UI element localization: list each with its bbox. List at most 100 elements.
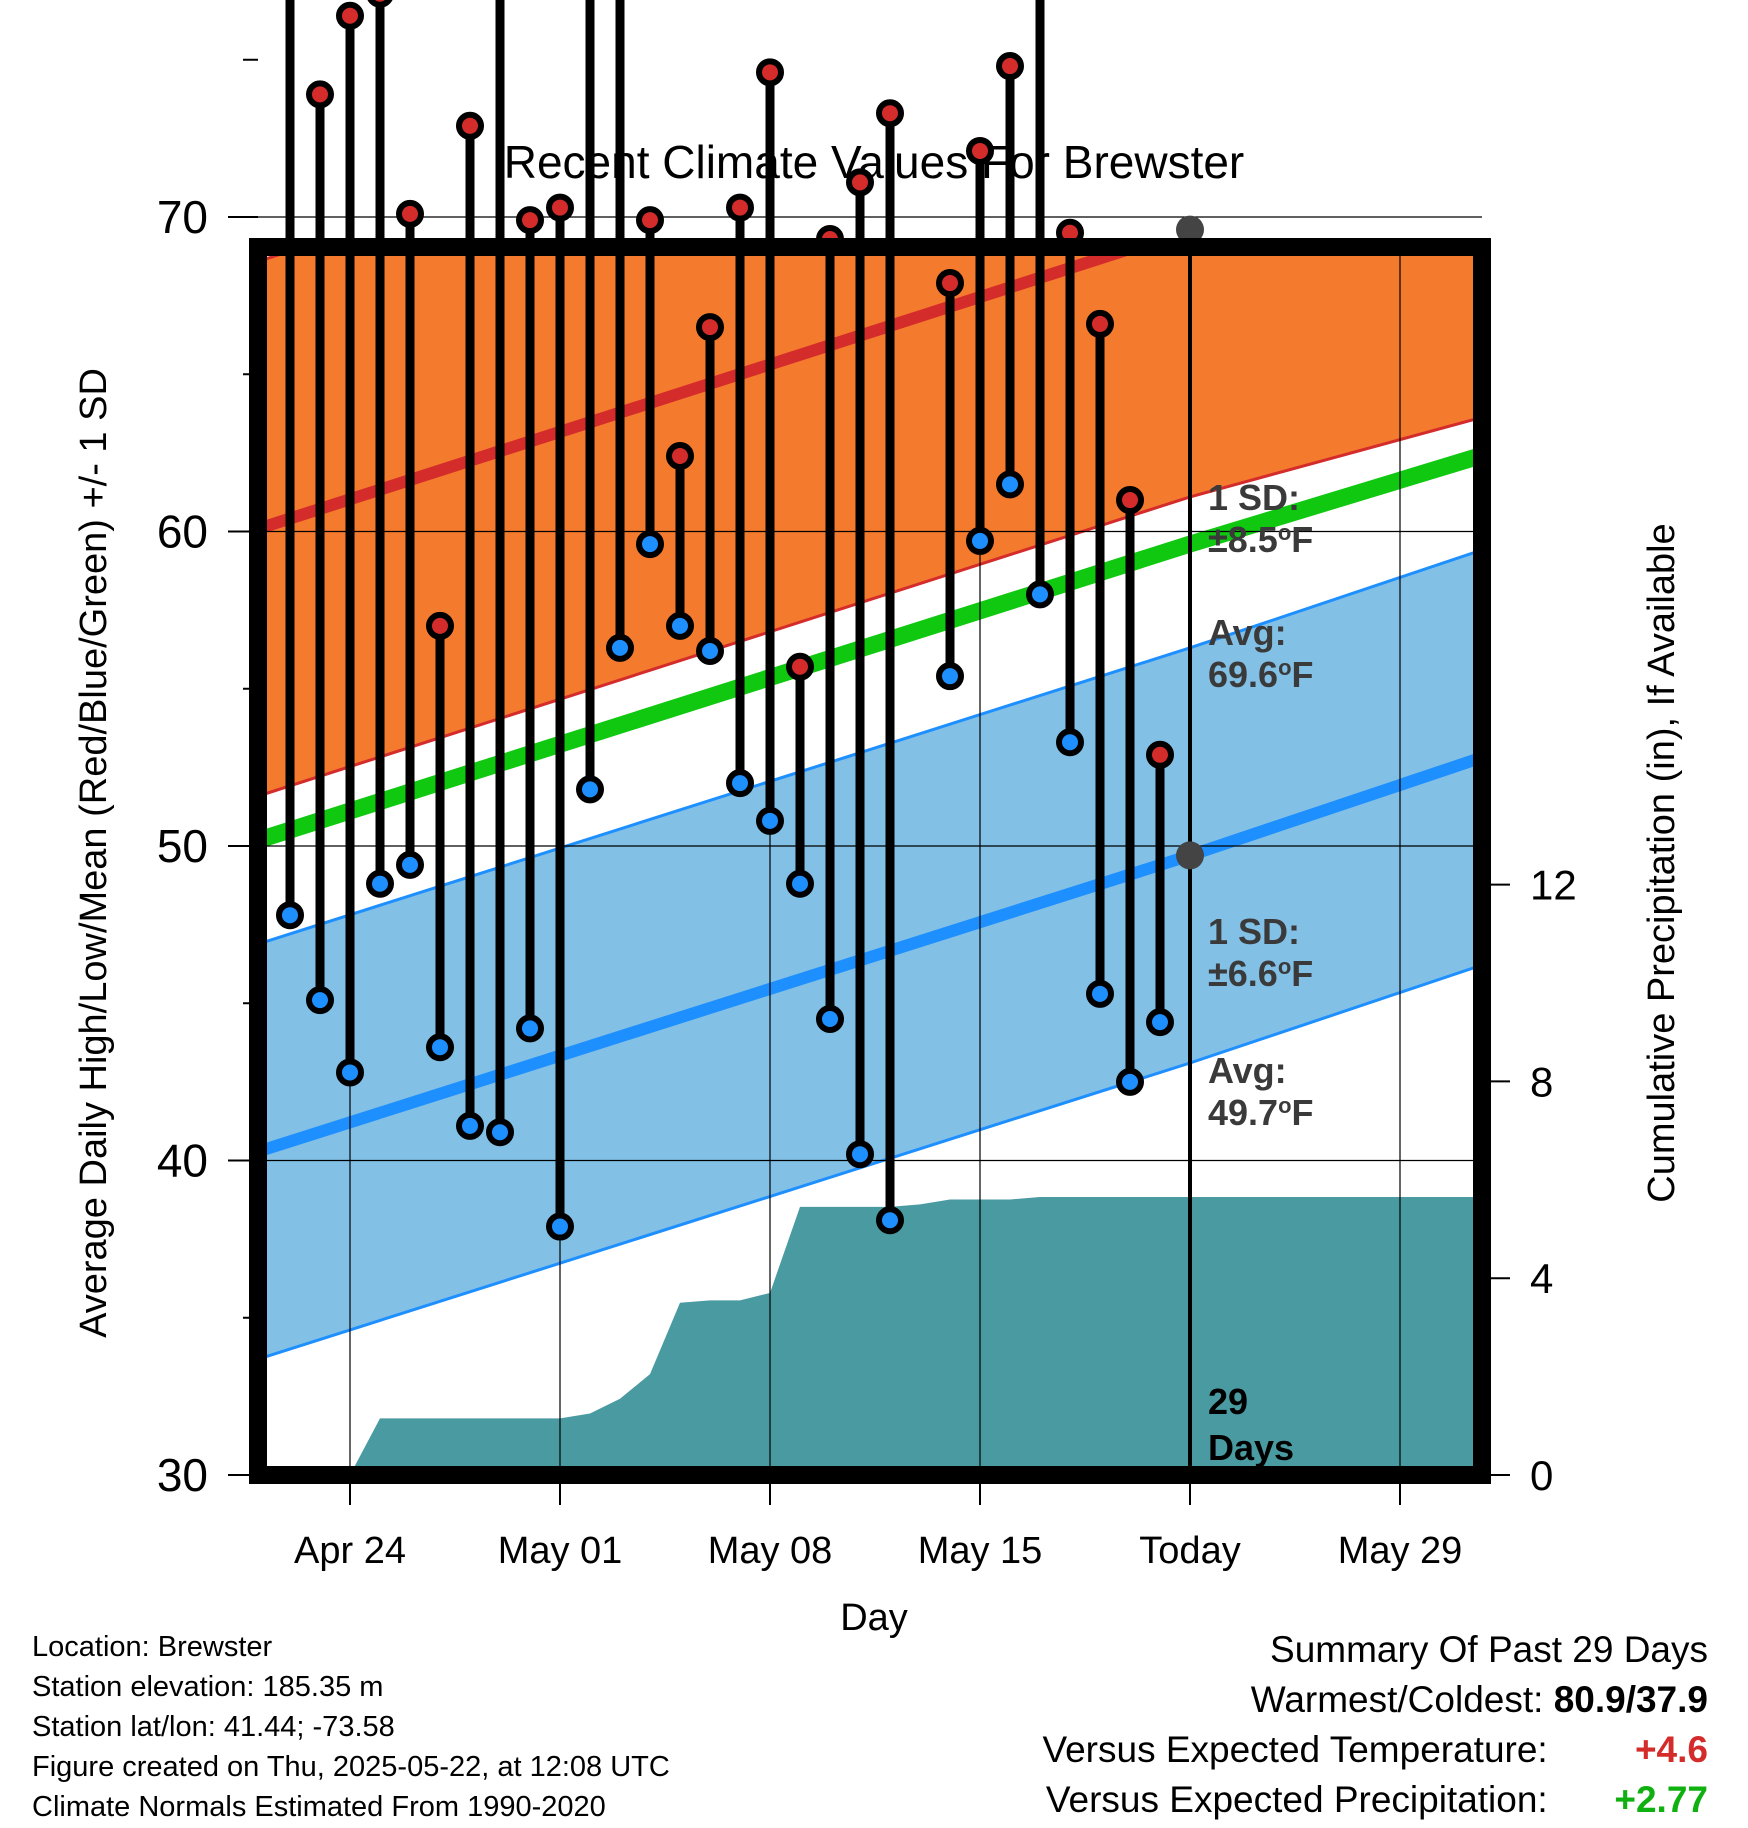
precip-departure-label: Versus Expected Precipitation: [1045, 1779, 1548, 1820]
low-point [576, 775, 604, 804]
low-point [606, 633, 634, 662]
low-sd-value: ±6.6oF [1208, 953, 1313, 994]
low-point [456, 1111, 484, 1140]
high-point [1146, 740, 1174, 769]
high-sd-value: ±8.5oF [1208, 519, 1313, 560]
y-axis-label: Average Daily High/Low/Mean (Red/Blue/Gr… [73, 368, 115, 1338]
low-point [846, 1140, 874, 1169]
chart-title: Recent Climate Values For Brewster [504, 136, 1245, 188]
elevation-text: Station elevation: 185.35 m [32, 1671, 384, 1703]
low-point [876, 1206, 904, 1235]
low-point [426, 1033, 454, 1062]
low-point [1056, 728, 1084, 757]
high-point [1116, 486, 1144, 515]
summary-panel: Summary Of Past 29 Days Warmest/Coldest:… [1042, 1625, 1708, 1825]
x-tick-label: May 15 [918, 1530, 1043, 1572]
low-point [936, 662, 964, 691]
low-point [1116, 1067, 1144, 1096]
summary-temp-row: Versus Expected Temperature: +4.6 [1042, 1725, 1708, 1775]
high-sd-label: 1 SD: [1208, 477, 1300, 518]
low-point [636, 530, 664, 559]
high-point [876, 99, 904, 128]
low-point [756, 806, 784, 835]
low-point [396, 850, 424, 879]
normals-text: Climate Normals Estimated From 1990-2020 [32, 1791, 606, 1823]
temp-departure-label: Versus Expected Temperature: [1042, 1729, 1548, 1770]
high-point [516, 206, 544, 235]
station-info: Location: Brewster Station elevation: 18… [32, 1627, 670, 1827]
y-tick-label: 30 [157, 1449, 208, 1501]
y2-axis-label: Cumulative Precipitation (in), If Availa… [1641, 523, 1683, 1202]
high-point [786, 652, 814, 681]
temperature-series [276, 0, 1204, 1475]
x-axis-label: Day [840, 1597, 908, 1639]
high-avg-value: 69.6oF [1208, 654, 1314, 695]
low-point [1086, 979, 1114, 1008]
y2-tick-label: 4 [1530, 1255, 1553, 1302]
y-tick-label: 70 [157, 191, 208, 243]
low-point [1026, 580, 1054, 609]
high-point [1086, 309, 1114, 338]
x-tick-label: May 01 [498, 1530, 623, 1572]
low-point [366, 869, 394, 898]
high-point [966, 136, 994, 165]
low-point [516, 1014, 544, 1043]
high-point [666, 442, 694, 471]
high-point [756, 58, 784, 87]
precip-departure-value: +2.77 [1614, 1779, 1708, 1820]
location-text: Location: Brewster [32, 1631, 273, 1663]
x-tick-label: Today [1139, 1530, 1240, 1572]
x-tick-label: May 08 [708, 1530, 833, 1572]
high-point [396, 199, 424, 228]
high-point [306, 80, 334, 109]
high-point [426, 611, 454, 640]
low-sd-label: 1 SD: [1208, 911, 1300, 952]
x-tick-label: May 29 [1338, 1530, 1463, 1572]
low-point [696, 637, 724, 666]
high-point [996, 52, 1024, 81]
low-avg-value: 49.7oF [1208, 1092, 1314, 1133]
high-point [546, 193, 574, 222]
low-point [726, 769, 754, 798]
low-point [306, 986, 334, 1015]
high-point [696, 313, 724, 342]
low-point [816, 1004, 844, 1033]
low-point [966, 526, 994, 555]
plot-border [249, 238, 1491, 1484]
low-point [996, 470, 1024, 499]
y2-tick-label: 12 [1530, 862, 1577, 909]
low-point [546, 1212, 574, 1241]
avg-high-line [258, 247, 1156, 536]
days-word: Days [1208, 1427, 1294, 1468]
y-tick-label: 60 [157, 506, 208, 558]
y2-tick-label: 8 [1530, 1058, 1553, 1105]
today-avg-low-marker [1176, 841, 1204, 870]
low-point [276, 901, 304, 930]
low-point [336, 1058, 364, 1087]
high-point [456, 111, 484, 140]
y2-tick-label: 0 [1530, 1452, 1553, 1499]
x-tick-label: Apr 24 [294, 1530, 406, 1572]
warmest-label: Warmest/Coldest: [1250, 1679, 1544, 1720]
low-point [666, 611, 694, 640]
today-avg-high-marker [1176, 215, 1204, 244]
low-point [486, 1118, 514, 1147]
temp-departure-value: +4.6 [1634, 1729, 1708, 1770]
low-point [1146, 1008, 1174, 1037]
y-tick-label: 40 [157, 1135, 208, 1187]
created-text: Figure created on Thu, 2025-05-22, at 12… [32, 1751, 670, 1783]
high-avg-label: Avg: [1208, 612, 1287, 653]
summary-title: Summary Of Past 29 Days [1270, 1629, 1708, 1670]
high-point [726, 193, 754, 222]
high-point [846, 168, 874, 197]
low-point [786, 869, 814, 898]
high-point [636, 206, 664, 235]
summary-warmest-row: Warmest/Coldest: 80.9/37.9 [1042, 1675, 1708, 1725]
warmest-value: 80.9/37.9 [1553, 1679, 1708, 1720]
summary-precip-row: Versus Expected Precipitation: +2.77 [1042, 1775, 1708, 1825]
low-avg-label: Avg: [1208, 1050, 1287, 1091]
days-count: 29 [1208, 1381, 1248, 1422]
